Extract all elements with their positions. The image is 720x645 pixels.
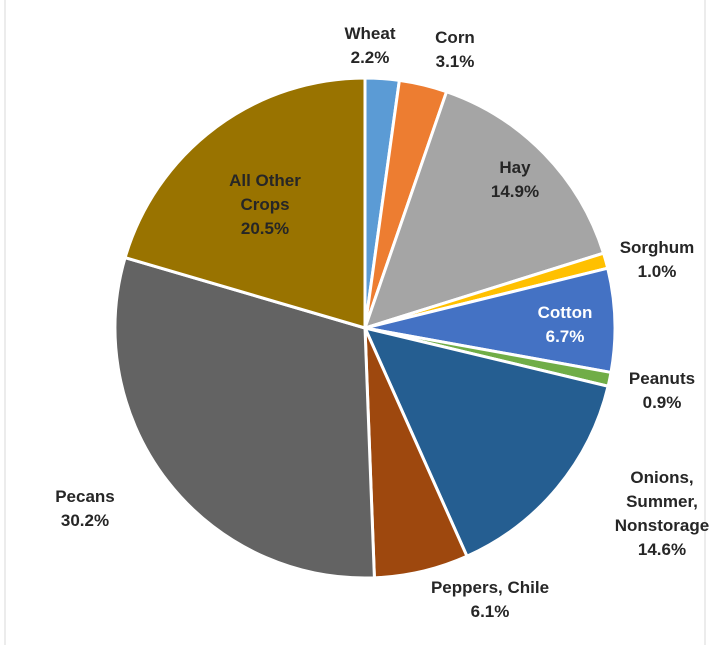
slice-name: Hay (499, 158, 531, 177)
slice-name: Peppers, Chile (430, 578, 550, 597)
data-label: Onions, Summer, Nonstorage 14.6% (605, 466, 720, 562)
slice-name: Onions, Summer, Nonstorage (614, 468, 710, 535)
slice-percent: 30.2% (60, 511, 110, 530)
slice-percent: 6.7% (545, 327, 585, 346)
pie-slice (123, 76, 367, 330)
slice-percent: 2.2% (350, 48, 390, 67)
slice-name: Sorghum (619, 238, 695, 257)
slice-percent: 14.6% (637, 540, 687, 559)
chart-frame (4, 0, 706, 645)
data-label: Peanuts 0.9% (617, 367, 707, 415)
slice-name: Corn (435, 28, 475, 47)
data-label: Pecans 30.2% (35, 485, 135, 533)
slice-percent: 1.0% (637, 262, 677, 281)
data-label: Corn 3.1% (415, 26, 495, 74)
data-label: Peppers, Chile 6.1% (410, 576, 570, 624)
slice-percent: 6.1% (470, 602, 510, 621)
data-label: Hay 14.9% (470, 156, 560, 204)
slice-percent: 14.9% (490, 182, 540, 201)
slice-name: Wheat (344, 24, 396, 43)
slice-name: Pecans (55, 487, 115, 506)
slice-percent: 20.5% (240, 219, 290, 238)
pie-slice (363, 90, 606, 330)
data-label: All Other Crops 20.5% (210, 169, 320, 241)
pie-slice (113, 256, 376, 580)
slice-name: Peanuts (628, 369, 696, 388)
data-label: Cotton 6.7% (520, 301, 610, 349)
slice-name: Cotton (537, 303, 593, 322)
slice-name: All Other Crops (229, 171, 301, 214)
slice-percent: 3.1% (435, 52, 475, 71)
data-label: Wheat 2.2% (325, 22, 415, 70)
slice-percent: 0.9% (642, 393, 682, 412)
pie-slice (363, 326, 610, 558)
data-label: Sorghum 1.0% (612, 236, 702, 284)
